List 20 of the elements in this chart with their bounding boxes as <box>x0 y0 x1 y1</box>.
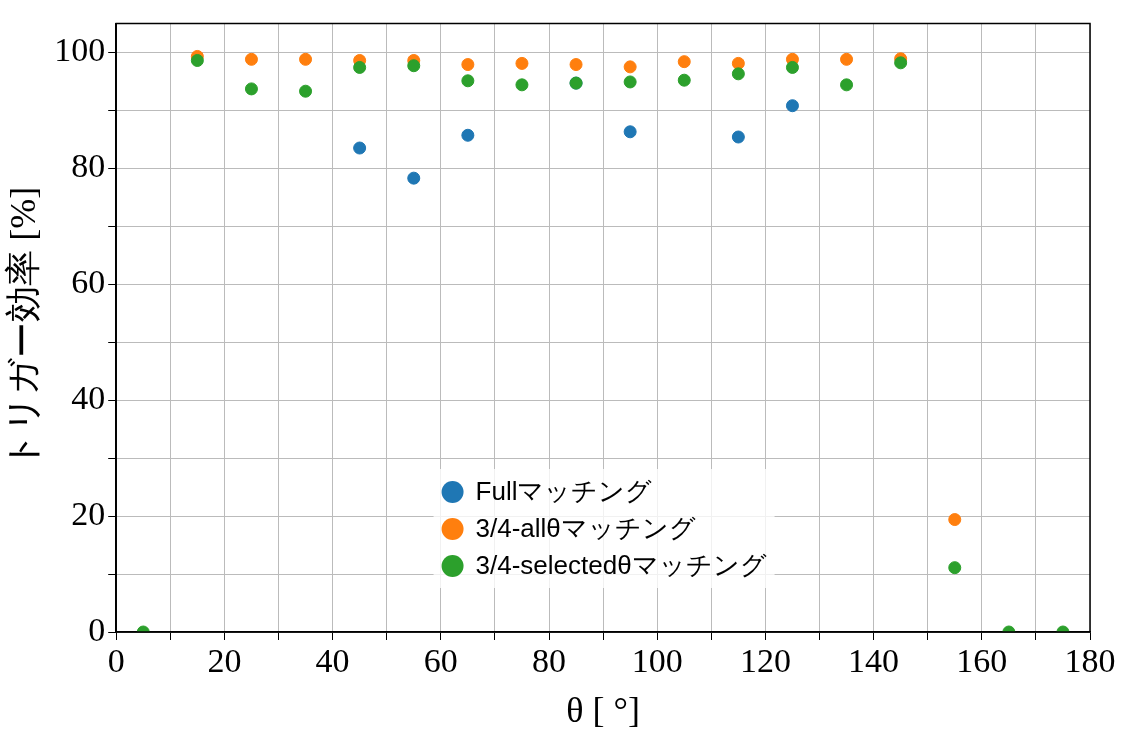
x-tick-label: 120 <box>739 642 791 680</box>
y-tick-label: 80 <box>71 147 106 185</box>
legend-label: 3/4-selectedθマッチング <box>475 549 767 582</box>
x-tick-label: 180 <box>1064 642 1116 680</box>
x-tick-label: 60 <box>423 642 458 680</box>
legend-label: Fullマッチング <box>475 475 653 508</box>
y-tick-label: 0 <box>88 610 106 648</box>
x-tick-label: 140 <box>848 642 900 680</box>
x-tick-label: 80 <box>532 642 566 680</box>
y-axis-title: トリガー効率 [%] <box>3 186 44 469</box>
y-tick-label: 100 <box>54 31 106 69</box>
x-tick-label: 160 <box>956 642 1008 680</box>
x-axis-title: θ [ °] <box>566 689 640 730</box>
x-tick-label: 40 <box>315 642 350 680</box>
legend-label: 3/4-allθマッチング <box>475 512 696 545</box>
y-tick-label: 40 <box>71 379 106 417</box>
x-tick-label: 20 <box>207 642 242 680</box>
y-tick-label: 20 <box>71 495 106 532</box>
x-tick-label: 100 <box>631 642 683 680</box>
y-tick-label: 60 <box>71 263 106 301</box>
